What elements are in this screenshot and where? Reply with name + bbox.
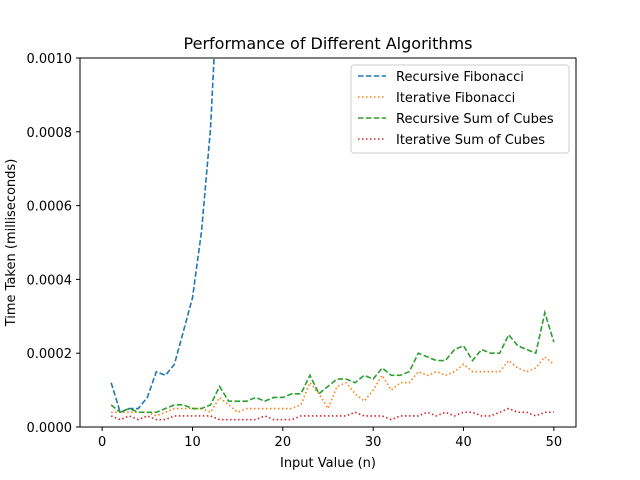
- y-tick-label: 0.0010: [27, 52, 73, 67]
- series-layer: [110, 58, 555, 421]
- series-line-3: [110, 407, 554, 421]
- x-tick-label: 20: [275, 435, 292, 450]
- y-tick-label: 0.0000: [27, 421, 73, 436]
- chart-title: Performance of Different Algorithms: [184, 34, 473, 53]
- series-line-2: [110, 309, 555, 414]
- x-tick-label: 30: [365, 435, 382, 450]
- legend-label-2: Recursive Sum of Cubes: [396, 112, 554, 127]
- y-tick-label: 0.0002: [27, 347, 73, 362]
- y-tick-label: 0.0006: [27, 200, 73, 215]
- legend-label-1: Iterative Fibonacci: [396, 91, 515, 106]
- x-tick-label: 10: [184, 435, 201, 450]
- y-axis-label: Time Taken (milliseconds): [4, 159, 19, 328]
- x-tick-label: 0: [98, 435, 106, 450]
- x-tick-label: 50: [546, 435, 563, 450]
- legend-label-0: Recursive Fibonacci: [396, 70, 524, 85]
- legend-box: [350, 64, 570, 154]
- legend: Recursive Fibonacci Iterative Fibonacci Re…: [350, 64, 570, 154]
- ticks-layer: 0 10 20 30 40 50 0.0000 0.0002 0.0004 0.0006 0.000…: [27, 52, 563, 450]
- x-tick-label: 40: [455, 435, 472, 450]
- y-tick-label: 0.0004: [27, 273, 73, 288]
- series-line-0: [110, 58, 215, 414]
- plot-frame: [79, 57, 577, 428]
- x-axis-label: Input Value (n): [280, 456, 376, 471]
- legend-label-3: Iterative Sum of Cubes: [396, 133, 545, 148]
- y-tick-label: 0.0008: [27, 126, 73, 141]
- series-line-1: [111, 355, 555, 417]
